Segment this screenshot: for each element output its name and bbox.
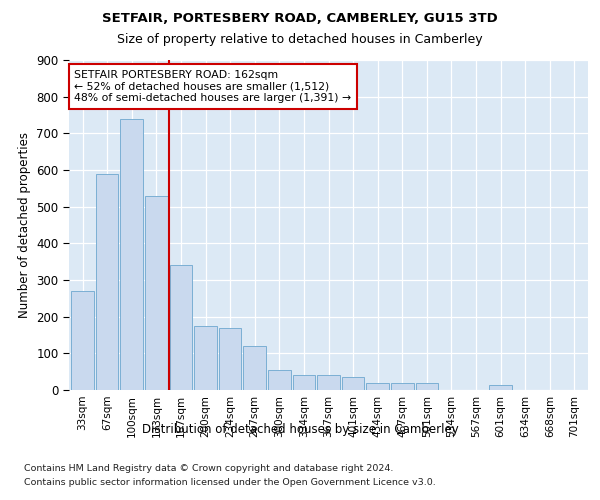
Text: Size of property relative to detached houses in Camberley: Size of property relative to detached ho… (117, 32, 483, 46)
Bar (416, 382, 438, 390)
Y-axis label: Number of detached properties: Number of detached properties (18, 132, 31, 318)
Text: Contains public sector information licensed under the Open Government Licence v3: Contains public sector information licen… (24, 478, 436, 487)
Bar (244, 346, 266, 390)
Bar (293, 376, 315, 390)
Bar (391, 382, 413, 390)
Bar (194, 326, 217, 390)
Bar (170, 266, 192, 390)
Bar (96, 174, 118, 390)
Bar (268, 370, 290, 390)
Text: SETFAIR PORTESBERY ROAD: 162sqm
← 52% of detached houses are smaller (1,512)
48%: SETFAIR PORTESBERY ROAD: 162sqm ← 52% of… (74, 70, 352, 103)
Bar (317, 376, 340, 390)
Bar (219, 328, 241, 390)
Text: Contains HM Land Registry data © Crown copyright and database right 2024.: Contains HM Land Registry data © Crown c… (24, 464, 394, 473)
Text: Distribution of detached houses by size in Camberley: Distribution of detached houses by size … (142, 422, 458, 436)
Bar (121, 118, 143, 390)
Bar (490, 385, 512, 390)
Bar (71, 291, 94, 390)
Bar (342, 377, 364, 390)
Bar (145, 196, 167, 390)
Bar (367, 382, 389, 390)
Text: SETFAIR, PORTESBERY ROAD, CAMBERLEY, GU15 3TD: SETFAIR, PORTESBERY ROAD, CAMBERLEY, GU1… (102, 12, 498, 26)
